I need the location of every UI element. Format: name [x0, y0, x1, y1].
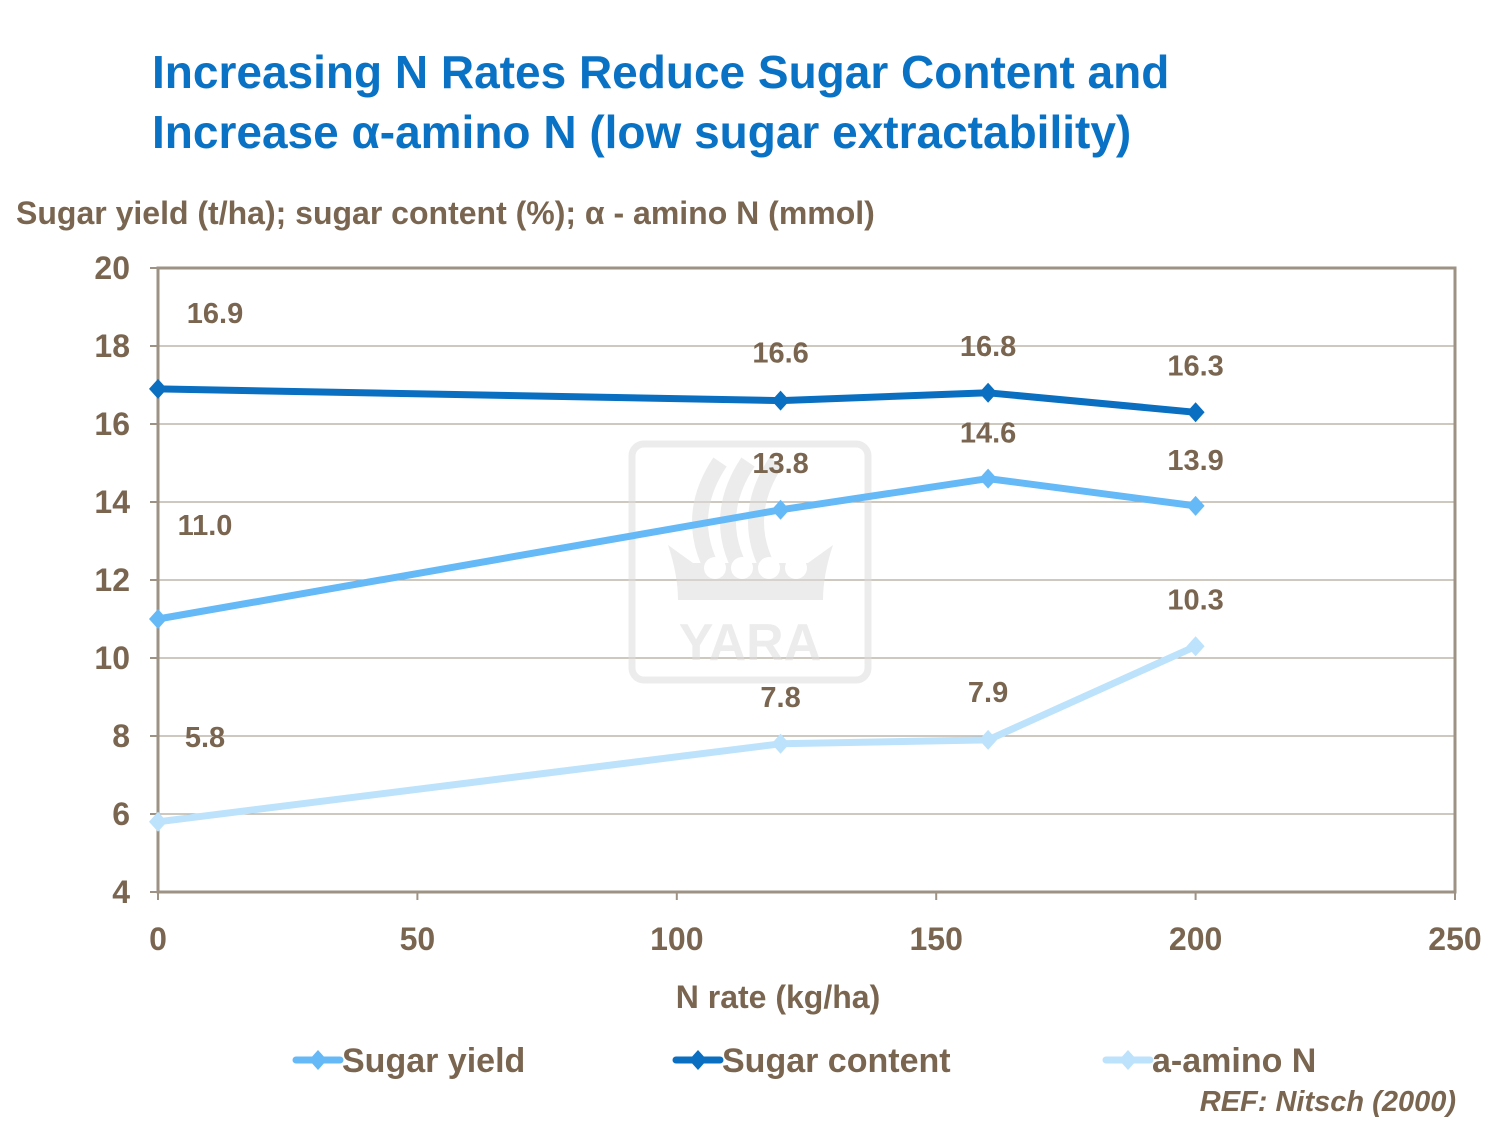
data-point-marker — [771, 390, 790, 411]
chart-title: Increasing N Rates Reduce Sugar Content … — [152, 42, 1169, 162]
series-line — [157, 385, 1196, 416]
data-point-marker — [1186, 495, 1205, 516]
data-point-marker — [979, 468, 998, 489]
title-line-2: Increase α-amino N (low sugar extractabi… — [152, 106, 1132, 158]
data-label: 7.8 — [760, 682, 800, 714]
series-line — [157, 475, 1197, 623]
series-a-amino-n: 5.8 7.8 7.9 10.3 — [149, 584, 1224, 832]
data-point-marker — [1186, 402, 1205, 423]
y-tick-label: 14 — [94, 484, 130, 520]
data-point-marker — [1186, 636, 1205, 657]
series-sugar-yield: 11.0 13.8 14.6 13.9 — [149, 418, 1224, 629]
data-point-marker — [149, 811, 167, 832]
data-point-marker — [771, 499, 790, 520]
legend-item: a-amino N — [1102, 1042, 1316, 1080]
x-tick-label: 0 — [149, 921, 167, 957]
y-tick-label: 20 — [94, 250, 130, 286]
data-point-marker — [979, 382, 998, 403]
data-label: 16.6 — [752, 338, 808, 370]
x-tick-label: 250 — [1428, 921, 1481, 957]
y-tick-label: 12 — [94, 562, 130, 598]
data-label: 5.8 — [185, 722, 225, 754]
y-axis-label: Sugar yield (t/ha); sugar content (%); α… — [16, 195, 875, 231]
x-tick-label: 50 — [400, 921, 436, 957]
legend-marker — [1119, 1050, 1137, 1070]
data-label: 10.3 — [1167, 584, 1223, 616]
legend-marker — [689, 1050, 707, 1070]
legend: Sugar yield Sugar content a-amino N — [292, 1042, 1316, 1080]
y-tick-label: 4 — [112, 874, 130, 910]
y-tick-label: 10 — [94, 640, 130, 676]
legend-label: a-amino N — [1152, 1042, 1316, 1080]
y-tick-label: 6 — [112, 796, 130, 832]
data-point-marker — [149, 378, 167, 399]
data-point-marker — [771, 733, 790, 754]
series-sugar-content: 16.9 16.6 16.8 16.3 — [149, 298, 1224, 423]
legend-item: Sugar content — [672, 1042, 951, 1080]
x-tick-label: 150 — [910, 921, 963, 957]
data-label: 14.6 — [960, 418, 1016, 450]
series-line — [157, 643, 1198, 826]
data-label: 16.8 — [960, 331, 1016, 363]
data-label: 7.9 — [968, 677, 1008, 709]
yara-watermark-logo: YARA — [628, 440, 872, 684]
legend-marker — [309, 1050, 327, 1070]
data-point-marker — [149, 609, 167, 629]
legend-item: Sugar yield — [292, 1042, 525, 1080]
y-tick-label: 16 — [94, 406, 130, 442]
data-point-marker — [979, 729, 998, 750]
title-line-1: Increasing N Rates Reduce Sugar Content … — [152, 46, 1170, 98]
legend-label: Sugar yield — [342, 1042, 525, 1080]
data-label: 16.9 — [187, 298, 243, 330]
y-tick-label: 18 — [94, 328, 130, 364]
legend-label: Sugar content — [722, 1042, 951, 1080]
x-tick-label: 200 — [1169, 921, 1222, 957]
x-tick-label: 100 — [650, 921, 703, 957]
data-label: 11.0 — [178, 510, 233, 542]
y-tick-label: 8 — [112, 718, 130, 754]
data-label: 13.8 — [752, 448, 808, 480]
watermark-text: YARA — [679, 614, 822, 672]
data-label: 16.3 — [1167, 350, 1223, 382]
data-label: 13.9 — [1167, 445, 1223, 477]
reference-note: REF: Nitsch (2000) — [1199, 1086, 1456, 1118]
x-axis-label: N rate (kg/ha) — [676, 979, 880, 1015]
